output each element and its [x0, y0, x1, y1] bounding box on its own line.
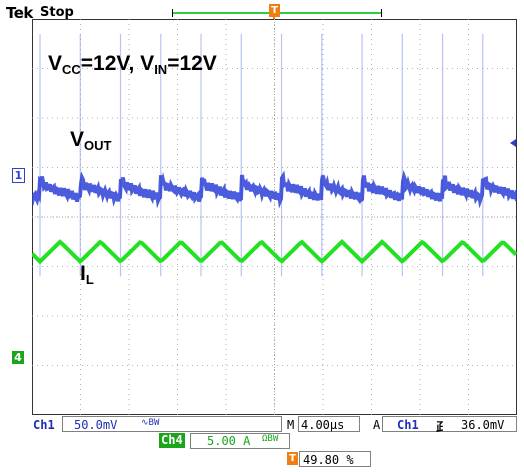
ch1-waveform — [32, 169, 517, 209]
trigger-source: Ch1 — [397, 418, 419, 432]
ch4-scale-box[interactable] — [190, 433, 290, 449]
brand-logo: Tek — [6, 4, 33, 22]
timebase-label: M — [287, 418, 295, 432]
vout-annotation: VOUT — [70, 128, 112, 153]
trigger-position-flag: T — [269, 4, 280, 17]
trigger-mode: A — [373, 418, 381, 432]
timebase-scale: 4.00µs — [301, 418, 345, 432]
trigger-level-arrow — [510, 139, 516, 147]
ch1-scale: 50.0mV — [74, 418, 118, 432]
falling-edge-icon: ⺪ — [436, 420, 449, 434]
conditions-annotation: VCC=12V, VIN=12V — [48, 52, 217, 77]
il-annotation: IL — [80, 262, 94, 287]
ch1-ground-marker[interactable]: 1 — [12, 168, 25, 183]
waveform-display — [32, 19, 517, 415]
trigger-position-flag-bottom: T — [287, 452, 298, 465]
ch4-ground-marker[interactable]: 4 — [12, 351, 24, 364]
trigger-position-value: 49.80 % — [303, 453, 354, 467]
acquisition-status: Stop — [40, 5, 74, 20]
trigger-box[interactable] — [382, 416, 517, 432]
ch4-waveform — [32, 239, 517, 265]
ch4-label: Ch4 — [159, 433, 185, 448]
trigger-position-box[interactable] — [299, 451, 371, 467]
ch4-bandwidth-icon: ΩBW — [262, 434, 279, 444]
ch1-scale-box[interactable] — [62, 416, 282, 432]
ch4-scale: 5.00 A — [207, 434, 251, 448]
ch1-label: Ch1 — [33, 418, 55, 432]
ch1-bandwidth-icon: ∿BW — [141, 418, 160, 428]
trigger-level: 36.0mV — [461, 418, 505, 432]
timebase-box[interactable] — [298, 416, 360, 432]
